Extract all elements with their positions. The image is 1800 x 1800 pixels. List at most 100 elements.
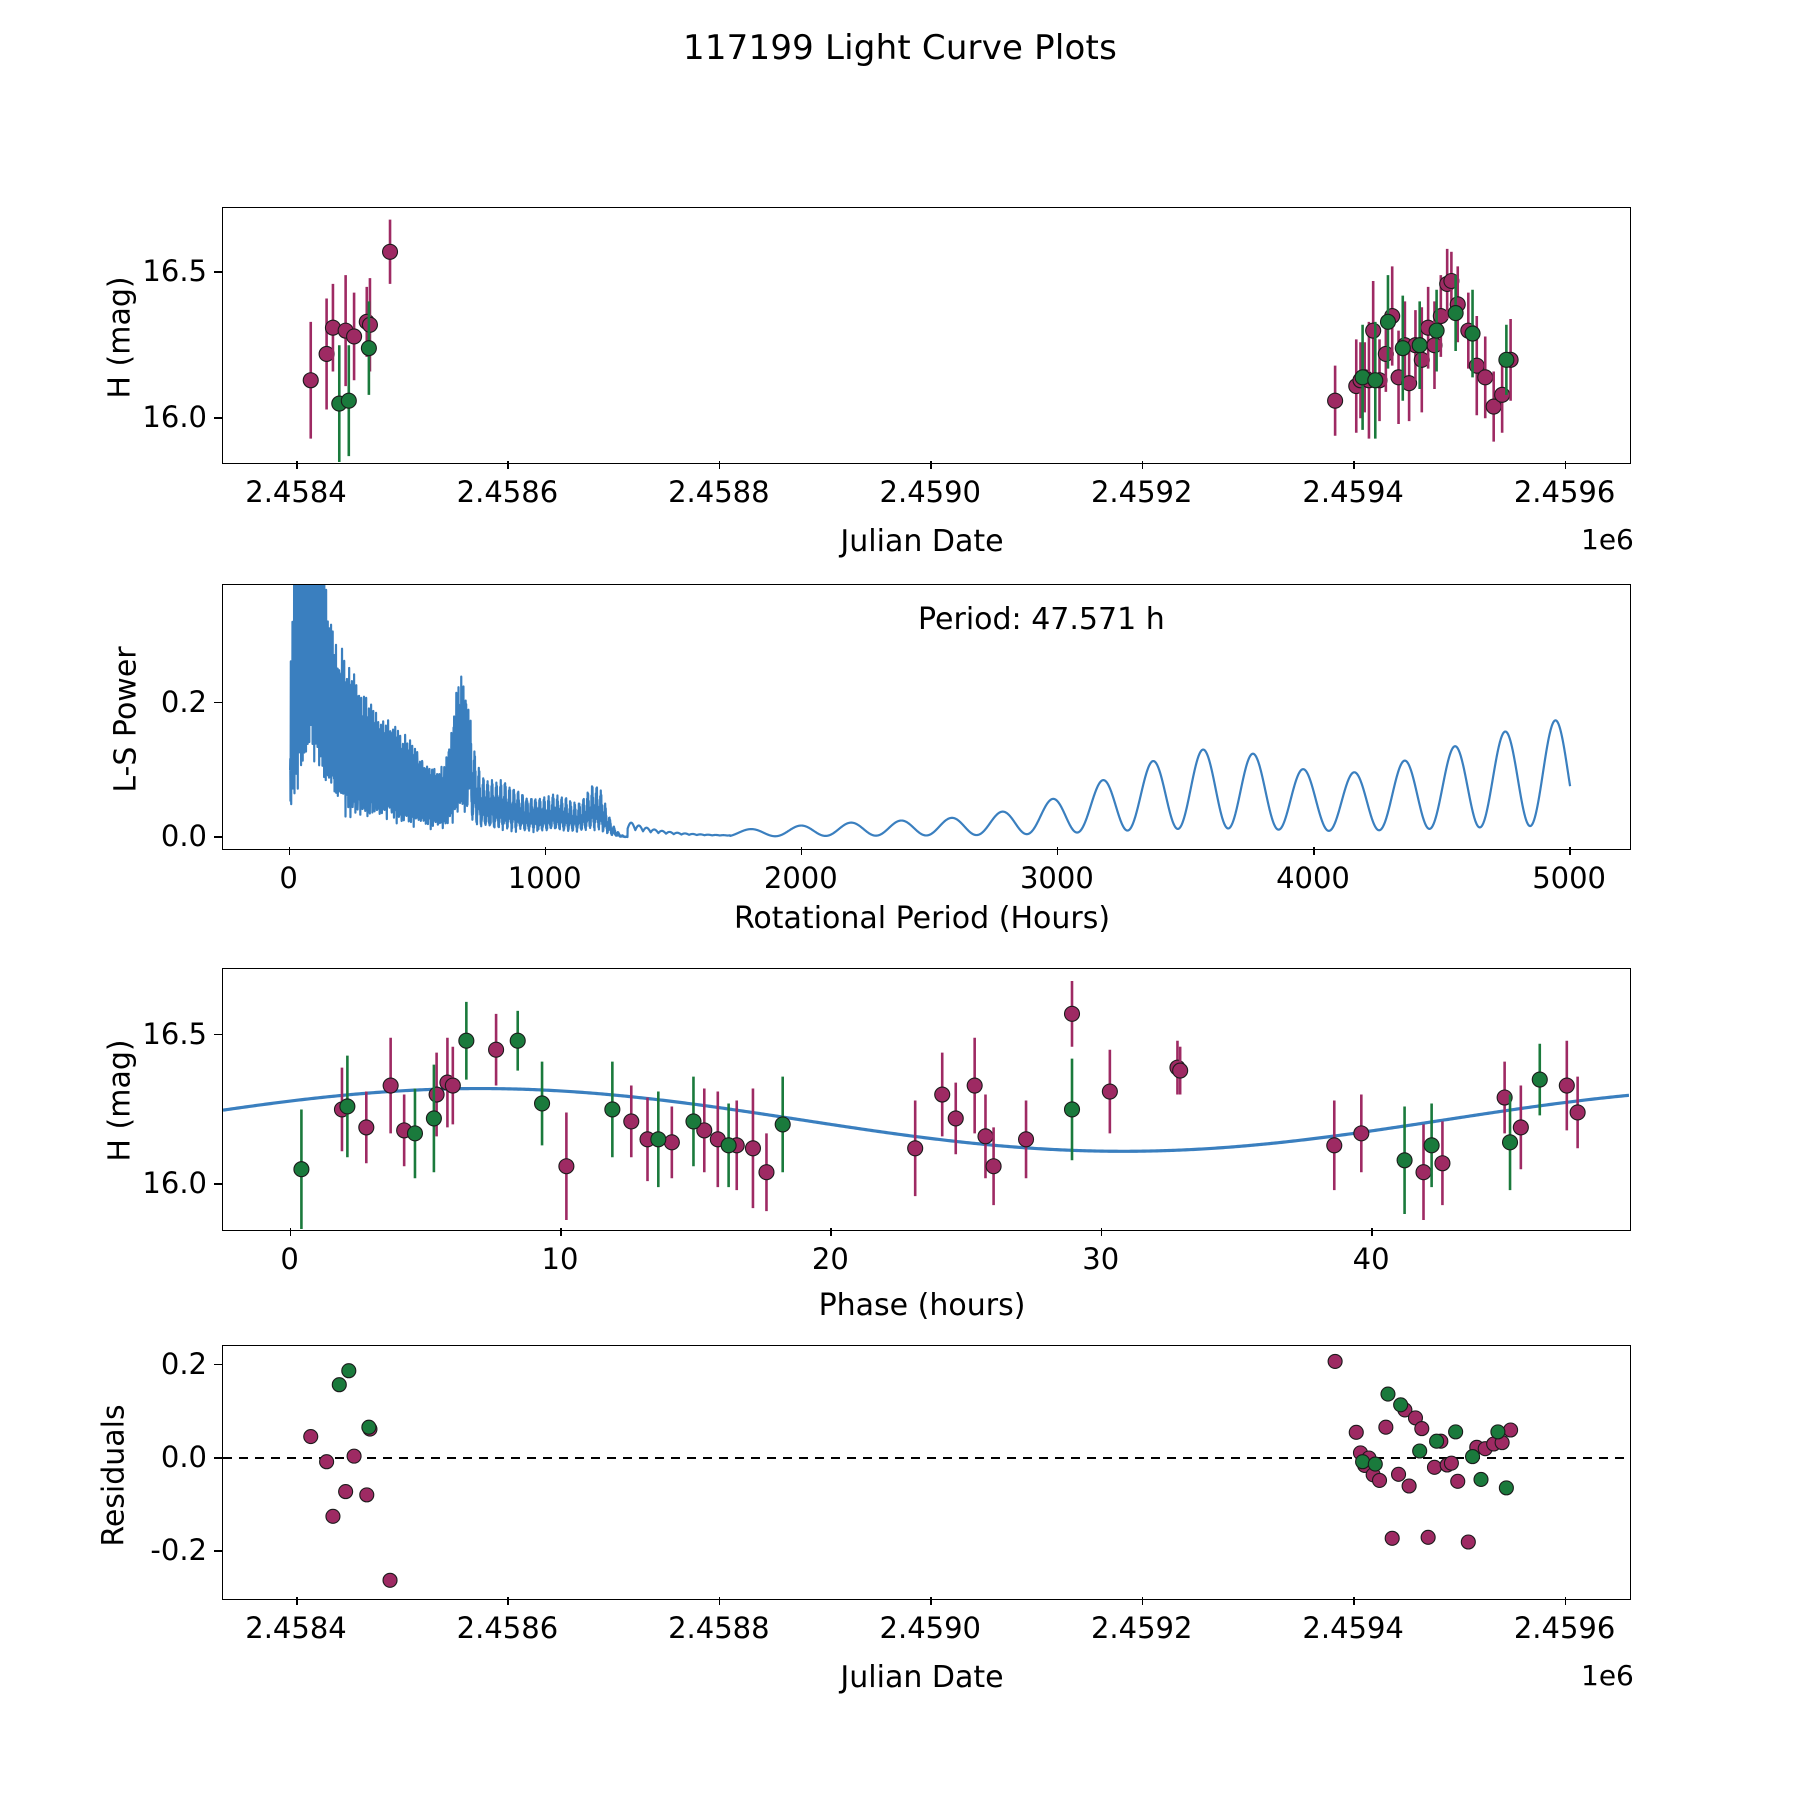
data-point xyxy=(1473,1471,1489,1488)
data-point xyxy=(907,1140,924,1157)
x-tick-label: 0 xyxy=(279,861,298,895)
data-point xyxy=(346,1448,362,1464)
y-tick-mark xyxy=(214,701,222,704)
x-tick-mark xyxy=(544,847,547,855)
x-tick-label: 10 xyxy=(541,1242,579,1276)
data-point xyxy=(685,1113,702,1130)
data-point xyxy=(338,1484,354,1500)
data-point xyxy=(381,243,399,260)
data-point xyxy=(1423,1137,1440,1154)
y-tick-mark xyxy=(214,417,222,419)
data-point xyxy=(1428,322,1445,339)
x-tick-mark xyxy=(507,461,510,469)
data-point xyxy=(1017,1131,1035,1148)
x-tick-label: 5000 xyxy=(1532,861,1606,895)
x-tick-label: 1000 xyxy=(507,861,582,895)
data-point xyxy=(1396,1152,1413,1169)
y-tick-label: -0.2 xyxy=(150,1533,207,1568)
data-series-series_b xyxy=(331,275,1515,462)
x-tick-mark xyxy=(1564,461,1567,469)
periodogram-curve xyxy=(289,585,1572,839)
data-point xyxy=(534,1095,551,1112)
data-series-series_a xyxy=(333,980,1586,1221)
data-point xyxy=(1464,1449,1481,1465)
panel-periodogram xyxy=(222,584,1631,850)
data-point xyxy=(1498,351,1515,368)
data-point xyxy=(1348,1424,1364,1440)
data-point xyxy=(1414,1421,1430,1437)
x-tick-mark xyxy=(1141,461,1144,469)
y-tick-mark xyxy=(214,1033,222,1036)
x-tick-mark xyxy=(288,847,291,855)
data-point xyxy=(293,1161,310,1178)
data-point xyxy=(623,1113,640,1130)
x-tick-mark xyxy=(930,461,932,469)
data-point xyxy=(663,1134,680,1151)
data-point xyxy=(340,392,357,409)
data-point xyxy=(509,1032,526,1049)
lightcurve-x-offset-text: 1e6 xyxy=(1581,523,1634,556)
x-tick-label: 2.4590 xyxy=(879,1611,982,1645)
data-point xyxy=(1420,1529,1436,1545)
data-point xyxy=(1384,1530,1400,1546)
y-tick-mark xyxy=(214,836,222,838)
data-point xyxy=(428,1086,445,1103)
x-tick-mark xyxy=(1371,1228,1373,1236)
data-point xyxy=(360,340,377,357)
data-point xyxy=(346,328,363,345)
residuals-x-axis-label: Julian Date xyxy=(840,1660,1004,1695)
y-tick-label: 16.5 xyxy=(142,254,207,289)
x-tick-mark xyxy=(1100,1228,1103,1236)
data-point xyxy=(1503,1422,1519,1438)
x-tick-label: 2.4584 xyxy=(245,1611,347,1645)
data-point xyxy=(650,1131,667,1148)
x-tick-label: 2.4584 xyxy=(245,475,347,509)
data-point xyxy=(1447,305,1464,322)
data-point xyxy=(1371,1472,1388,1488)
data-point xyxy=(1448,1424,1464,1440)
x-tick-label: 40 xyxy=(1352,1242,1390,1276)
data-point xyxy=(325,1508,341,1524)
data-point xyxy=(1379,313,1397,330)
data-point xyxy=(1434,1155,1451,1172)
data-point xyxy=(358,1119,375,1136)
data-point xyxy=(1063,1005,1081,1022)
data-point xyxy=(1327,1353,1343,1369)
x-tick-label: 20 xyxy=(811,1242,849,1276)
x-tick-label: 0 xyxy=(280,1242,299,1276)
data-point xyxy=(1450,1473,1466,1489)
x-tick-label: 2.4592 xyxy=(1090,1611,1193,1645)
data-point xyxy=(744,1140,762,1157)
x-tick-mark xyxy=(718,461,721,469)
x-tick-label: 3000 xyxy=(1019,861,1094,895)
data-point xyxy=(341,1363,357,1379)
phase-folded-plot-area xyxy=(223,980,1629,1229)
data-point xyxy=(1443,1455,1459,1471)
data-point xyxy=(1353,1125,1370,1142)
data-point xyxy=(361,1419,377,1435)
data-point xyxy=(339,1098,356,1115)
data-point xyxy=(319,1454,335,1470)
data-point xyxy=(1429,1433,1445,1449)
data-point xyxy=(1496,1089,1513,1106)
data-series-series_b xyxy=(331,1363,1514,1496)
x-tick-mark xyxy=(1353,461,1355,469)
data-point xyxy=(1490,1424,1506,1440)
data-point xyxy=(1393,1397,1409,1413)
y-tick-label: 16.0 xyxy=(142,400,207,435)
data-point xyxy=(1512,1119,1529,1136)
data-point xyxy=(1531,1071,1548,1088)
x-tick-mark xyxy=(930,1597,932,1605)
data-point xyxy=(425,1110,442,1127)
data-point xyxy=(1172,1062,1189,1079)
data-point xyxy=(1365,322,1382,339)
x-tick-mark xyxy=(1056,847,1059,855)
x-tick-label: 4000 xyxy=(1276,861,1350,895)
x-tick-label: 2.4586 xyxy=(456,1611,559,1645)
x-tick-mark xyxy=(296,1597,298,1605)
y-tick-label: 0.2 xyxy=(160,1346,207,1381)
x-tick-mark xyxy=(1564,1597,1567,1605)
data-point xyxy=(1355,1454,1371,1470)
x-tick-label: 2.4588 xyxy=(668,475,770,509)
